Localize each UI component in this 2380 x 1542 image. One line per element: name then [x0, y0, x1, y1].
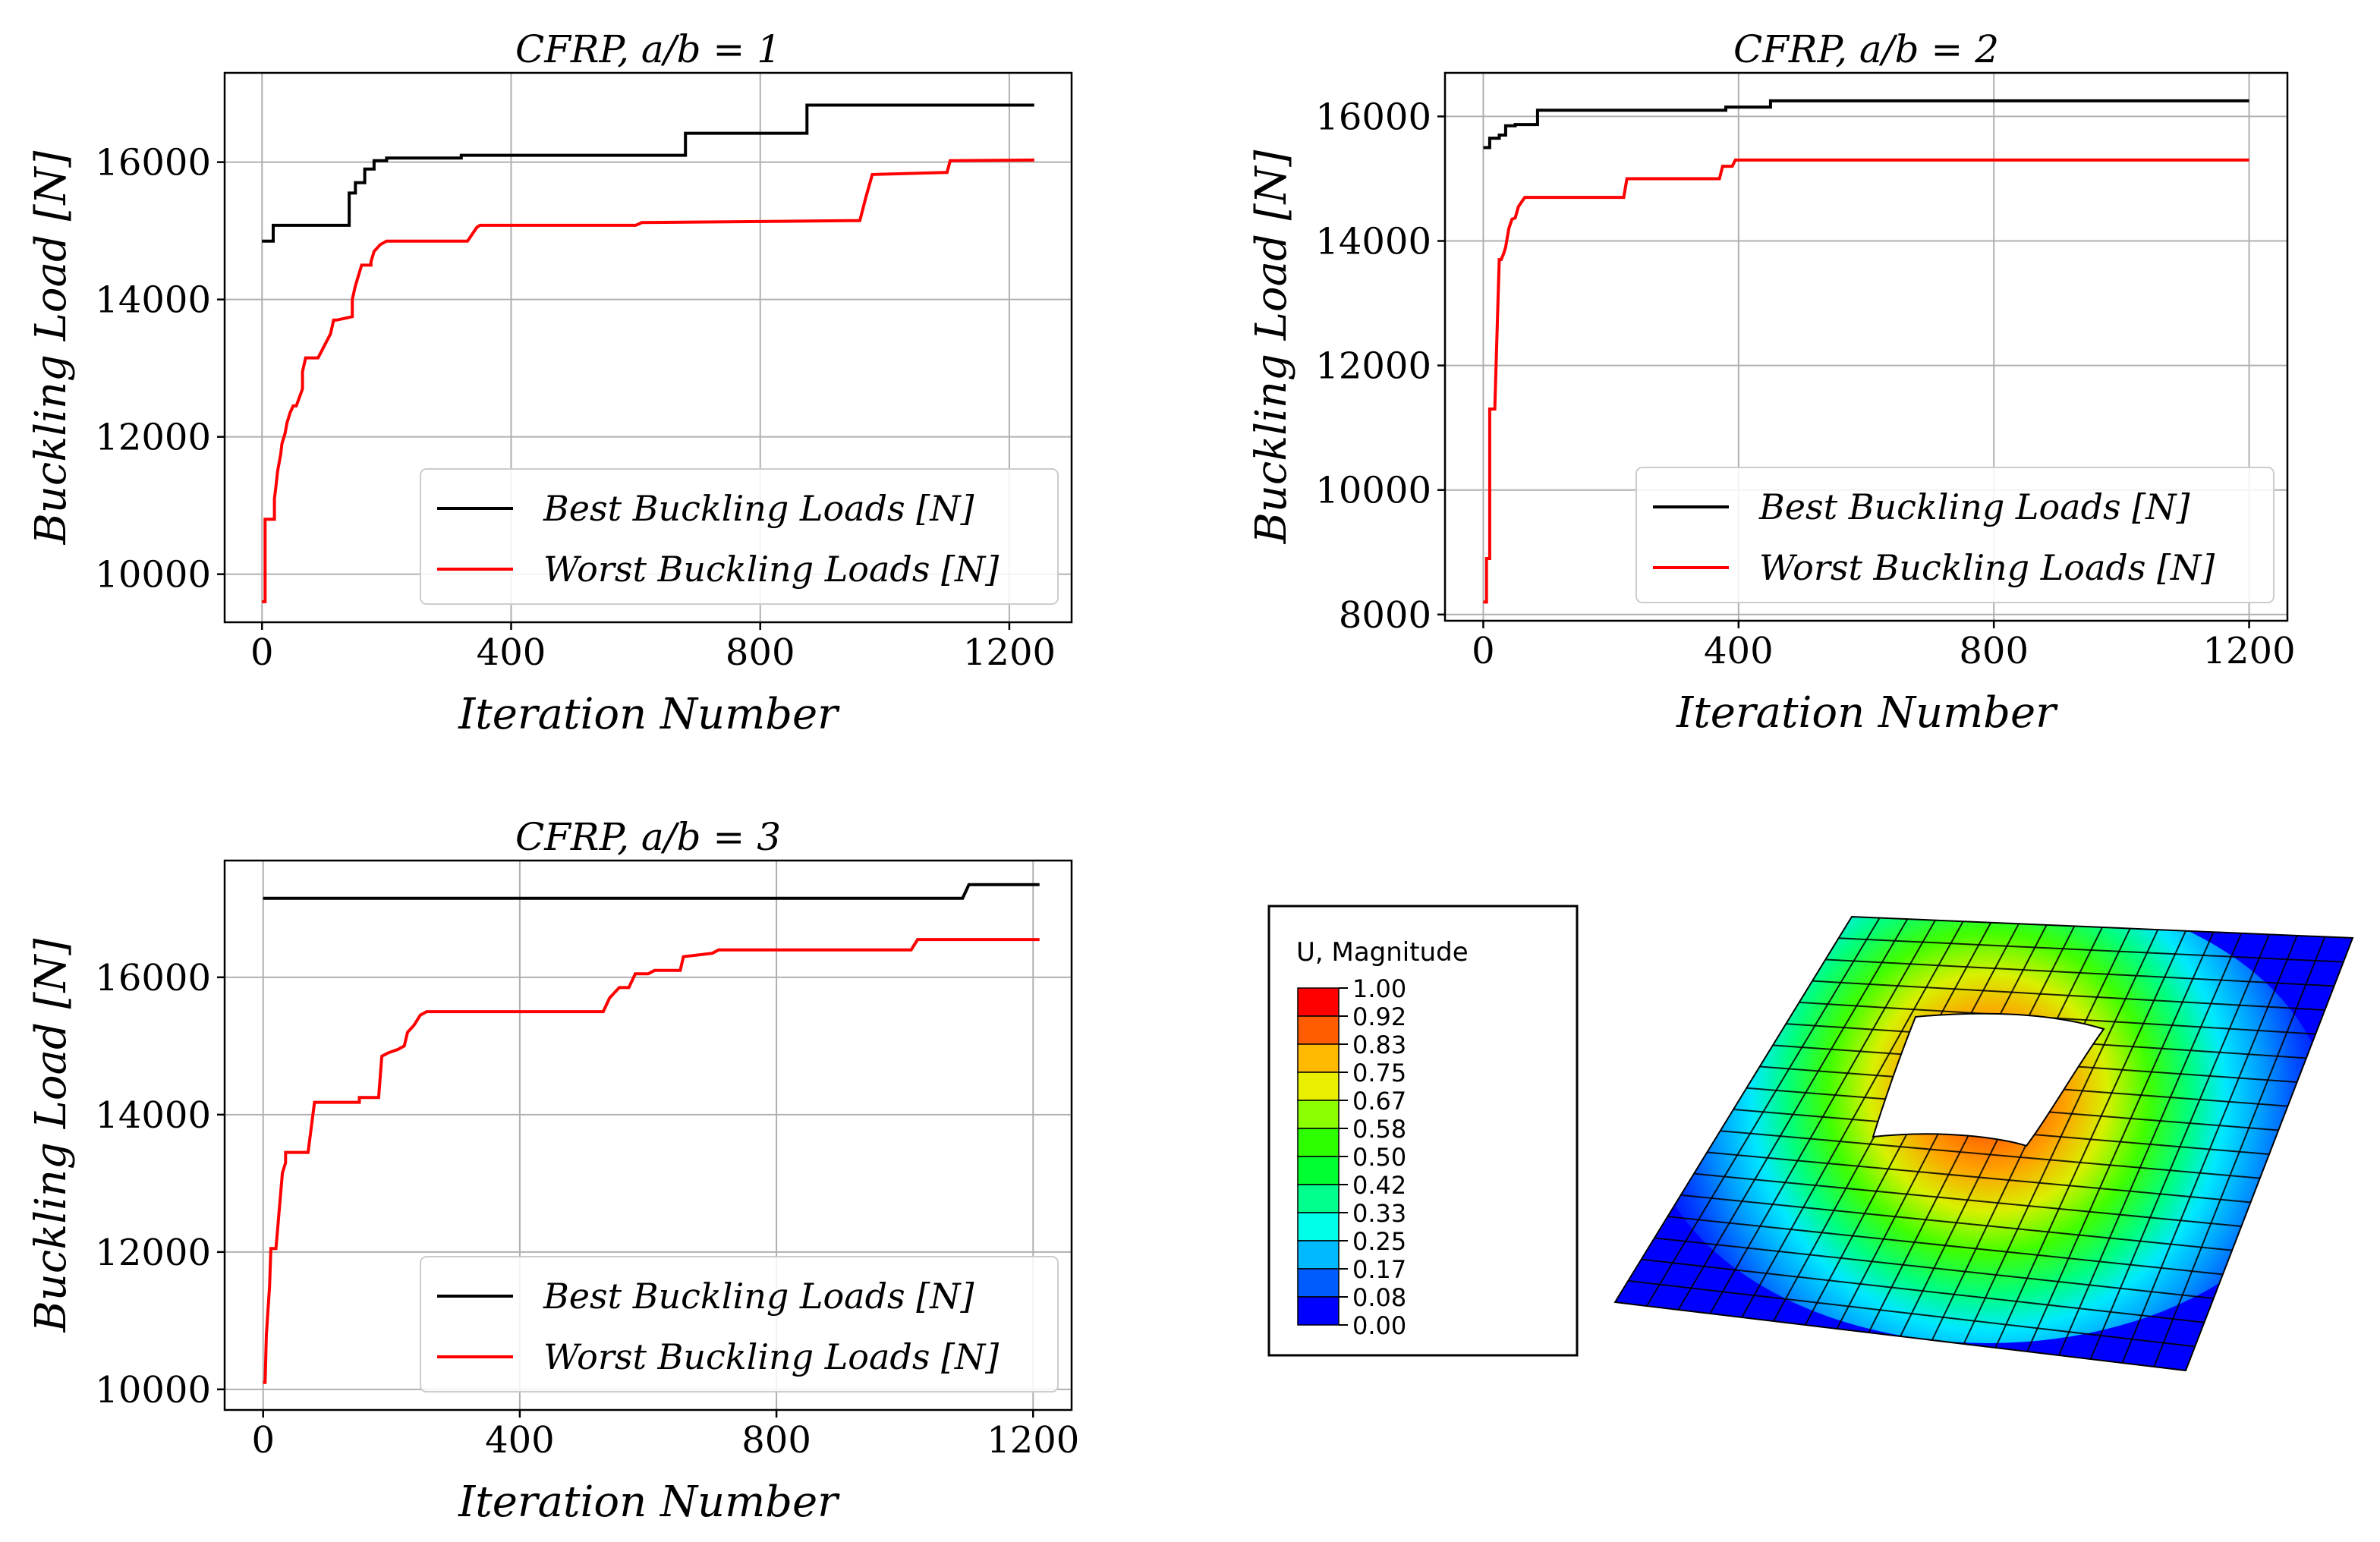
contour-level-label: 0.33: [1352, 1199, 1406, 1228]
legend-box: [420, 1256, 1059, 1393]
y-tick-label: 10000: [95, 554, 211, 596]
x-axis-label: Iteration Number: [458, 690, 840, 739]
contour-band: [1297, 1015, 1340, 1045]
contour-level-label: 0.08: [1352, 1283, 1406, 1312]
contour-band: [1297, 1240, 1340, 1270]
legend-label: Worst Buckling Loads [N]: [543, 1336, 999, 1377]
axes-frame: [1443, 71, 2289, 622]
legend-label: Worst Buckling Loads [N]: [1759, 547, 2215, 588]
contour-band: [1297, 1100, 1340, 1129]
contour-band: [1297, 1128, 1340, 1157]
x-tick-label: 800: [726, 631, 795, 674]
y-tick-label: 14000: [1315, 221, 1431, 263]
y-tick-label: 10000: [1315, 470, 1431, 512]
plate-mesh: [1628, 917, 2344, 1367]
contour-level-label: 0.58: [1352, 1115, 1406, 1144]
x-tick-label: 400: [485, 1419, 555, 1462]
y-axis-label: Buckling Load [N]: [27, 151, 76, 546]
contour-level-label: 0.67: [1352, 1087, 1406, 1116]
y-tick-label: 16000: [95, 957, 211, 999]
y-tick-label: 12000: [95, 417, 211, 459]
legend-label: Best Buckling Loads [N]: [543, 1276, 974, 1317]
worst-series-line: [1483, 158, 2249, 604]
y-axis-label: Buckling Load [N]: [27, 939, 76, 1333]
mesh-line: [1825, 958, 2334, 987]
chart-title: CFRP, a/b = 2: [1733, 27, 1999, 71]
contour-level-label: 0.00: [1352, 1311, 1406, 1340]
y-tick-label: 14000: [95, 279, 211, 322]
legend: Best Buckling Loads [N] Worst Buckling Lo…: [1635, 467, 2275, 603]
contour-level-label: 0.25: [1352, 1227, 1406, 1256]
x-tick-label: 0: [251, 1419, 275, 1462]
x-tick-label: 400: [477, 631, 546, 674]
y-tick-label: 14000: [95, 1094, 211, 1137]
contour-level-label: 0.83: [1352, 1031, 1406, 1059]
axes-frame: [223, 71, 1073, 624]
x-tick-label: 1200: [987, 1419, 1079, 1462]
x-tick-label: 800: [1959, 630, 2029, 672]
contour-legend-title: U, Magnitude: [1296, 937, 1469, 968]
y-tick-label: 10000: [95, 1369, 211, 1411]
y-axis-label: Buckling Load [N]: [1247, 150, 1296, 545]
axes-frame: [223, 859, 1073, 1411]
chart-title: CFRP, a/b = 3: [515, 815, 781, 859]
mesh-line: [1838, 937, 2344, 963]
y-tick-label: 12000: [1315, 345, 1431, 388]
contour-level-label: 0.92: [1352, 1002, 1406, 1031]
contour-band: [1297, 987, 1340, 1017]
x-tick-label: 400: [1704, 630, 1774, 672]
contour-bands: 1.000.920.830.750.670.580.500.420.330.25…: [1297, 974, 1406, 1340]
y-tick-label: 16000: [95, 142, 211, 184]
chart-3: 0 400 800 1200 10000 12000 14000 16000 CFRP, a/b…: [27, 815, 1079, 1527]
contour-band: [1297, 1043, 1340, 1073]
x-axis-label: Iteration Number: [1676, 688, 2058, 738]
legend-label: Best Buckling Loads [N]: [543, 488, 974, 529]
chart-2: 0 400 800 1200 8000 10000 12000 14000 16000 CFRP,…: [1247, 27, 2296, 738]
y-tick-label: 16000: [1315, 96, 1431, 138]
mesh-line: [2121, 935, 2298, 1364]
y-tick-label: 8000: [1339, 594, 1431, 637]
x-tick-label: 0: [1472, 630, 1495, 672]
chart-title: CFRP, a/b = 1: [515, 27, 781, 71]
contour-level-label: 0.42: [1352, 1171, 1406, 1200]
contour-level-label: 1.00: [1352, 974, 1406, 1003]
best-series-line: [1483, 99, 2249, 149]
mesh-line: [2089, 933, 2270, 1360]
worst-series-line: [263, 938, 1040, 1384]
contour-level-label: 0.75: [1352, 1059, 1406, 1087]
contour-level-label: 0.17: [1352, 1255, 1406, 1284]
contour-band: [1297, 1184, 1340, 1213]
contour-band: [1297, 1268, 1340, 1298]
contour-band: [1297, 1156, 1340, 1185]
x-tick-label: 1200: [2202, 630, 2295, 672]
contour-legend: U, Magnitude 1.000.920.830.750.670.580.5…: [1267, 905, 1579, 1357]
mesh-line: [2153, 936, 2326, 1367]
legend-label: Worst Buckling Loads [N]: [543, 549, 999, 590]
x-axis-label: Iteration Number: [458, 1477, 840, 1527]
x-tick-label: 800: [741, 1419, 811, 1462]
chart-1: 0 400 800 1200 10000 12000 14000 16000 CFRP, a/b…: [27, 27, 1073, 739]
legend-box: [1635, 467, 2275, 603]
x-tick-label: 0: [250, 631, 274, 674]
best-series-line: [262, 103, 1034, 243]
legend: Best Buckling Loads [N] Worst Buckling Lo…: [420, 468, 1059, 605]
x-tick-label: 1200: [963, 631, 1056, 674]
legend: Best Buckling Loads [N] Worst Buckling Lo…: [420, 1256, 1059, 1393]
plate-hole: [1872, 1012, 2105, 1147]
contour-band: [1297, 1072, 1340, 1101]
y-tick-label: 12000: [95, 1232, 211, 1274]
worst-series-line: [262, 158, 1034, 603]
plate-outline: [1613, 915, 2354, 1372]
legend-box: [420, 468, 1059, 605]
contour-level-label: 0.50: [1352, 1143, 1406, 1172]
contour-band: [1297, 1212, 1340, 1241]
legend-label: Best Buckling Loads [N]: [1758, 486, 2190, 527]
contour-band: [1297, 1296, 1340, 1326]
best-series-line: [263, 883, 1040, 900]
